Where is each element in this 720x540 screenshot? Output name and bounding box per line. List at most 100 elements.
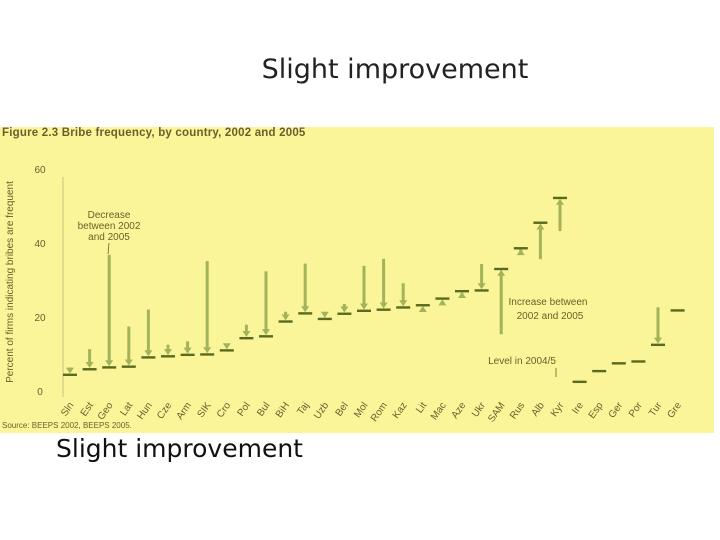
level-2005-BiH (278, 320, 293, 323)
x-tick-label-Tur: Tur (647, 400, 665, 419)
decrease-annotation: Decrease between 2002 and 2005 (78, 210, 141, 255)
level-2005-Aze (455, 289, 469, 293)
change-arrow-Alb (536, 223, 545, 230)
slide-title: Slight improvement (261, 54, 529, 85)
change-arrow-Hun (144, 350, 153, 357)
x-tick-label-Taj: Taj (295, 400, 311, 417)
change-arrow-Bel (340, 306, 349, 313)
change-arrow-Ukr (477, 283, 486, 290)
x-tick-label-Sln: Sln (59, 400, 76, 418)
level-2005-Kaz (396, 306, 411, 309)
level-2005-Pol (239, 336, 254, 340)
x-tick-label-Lat: Lat (118, 400, 135, 418)
level-2005-Cze (161, 355, 175, 358)
change-arrow-Sln (66, 367, 74, 374)
annotation-decrease-line2: between 2002 (78, 221, 141, 232)
x-tick-label-Mol: Mol (352, 400, 370, 420)
level-2005-Alb (533, 221, 548, 224)
slide-caption: Slight improvement (56, 434, 303, 463)
x-tick-label-Geo: Geo (96, 400, 116, 422)
level-2005-Est (82, 368, 97, 371)
y-tick-label-60: 60 (34, 165, 46, 176)
level-2005-Arm (180, 353, 195, 357)
level-2005-Lat (121, 365, 136, 368)
level-2005-Por (631, 360, 646, 363)
annotation-increase-line2: 2002 and 2005 (517, 311, 584, 322)
source-note: Source: BEEPS 2002, BEEPS 2005. (2, 421, 132, 430)
change-arrow-Est (85, 362, 94, 369)
change-arrow-Kaz (399, 300, 408, 307)
x-tick-label-Cze: Cze (155, 400, 174, 421)
x-tick-label-Arm: Arm (175, 400, 195, 421)
x-tick-label-SAM: SAM (486, 400, 507, 424)
level-2005-Uzb (317, 317, 332, 321)
change-arrow-SIK (203, 347, 212, 354)
x-tick-label-Lit: Lit (414, 400, 429, 415)
level-2005-Esp (592, 369, 607, 373)
annotation-increase-line1: Increase between (509, 297, 588, 308)
x-tick-label-Kaz: Kaz (391, 400, 410, 420)
change-arrow-Bul (262, 329, 270, 336)
x-tick-label-Alb: Alb (530, 400, 548, 419)
level-2005-Bul (259, 335, 273, 338)
x-tick-label-Uzb: Uzb (312, 400, 331, 421)
change-arrow-SAM (497, 269, 506, 276)
y-tick-label-0: 0 (37, 387, 43, 398)
chart-figure: Figure 2.3 Bribe frequency, by country, … (0, 127, 714, 433)
change-arrow-Mol (360, 303, 368, 310)
y-axis-label: Percent of firms indicating bribes are f… (5, 181, 16, 383)
x-tick-label-Esp: Esp (587, 400, 606, 421)
x-tick-label-Ire: Ire (570, 400, 586, 416)
level-2005-SIK (200, 353, 215, 356)
x-tick-label-Ger: Ger (607, 400, 626, 421)
level-2005-Taj (298, 312, 313, 315)
level-2005-SAM (494, 267, 509, 271)
change-arrow-Rus (516, 249, 525, 256)
change-arrow-BiH (281, 314, 290, 321)
level-2005-Bel (337, 312, 352, 315)
change-arrow-Rom (379, 302, 388, 309)
level-2005-Lit (415, 304, 430, 307)
y-tick-label-40: 40 (34, 239, 46, 250)
change-arrow-Lat (124, 359, 133, 366)
x-tick-label-Bel: Bel (334, 400, 351, 418)
change-arrow-Taj (301, 306, 310, 313)
figure-title: Figure 2.3 Bribe frequency, by country, … (2, 127, 306, 139)
level-2005-Ire (572, 380, 587, 384)
x-tick-label-Bul: Bul (255, 400, 272, 418)
level-2005-Ukr (474, 289, 489, 292)
level-2005-Sln (63, 373, 77, 377)
level-2005-Geo (102, 366, 117, 369)
x-tick-label-Pol: Pol (236, 400, 253, 418)
annotation-level: Level in 2004/5 (488, 356, 556, 367)
change-arrow-Lit (418, 306, 427, 313)
change-arrow-Cro (222, 343, 231, 350)
level-2005-Mol (357, 309, 371, 312)
x-tick-label-SIK: SIK (195, 400, 213, 420)
change-arrow-Geo (105, 360, 114, 367)
change-arrow-Mac (438, 299, 447, 306)
change-arrow-Uzb (320, 311, 329, 318)
level-2005-Gre (670, 309, 685, 312)
change-arrow-Cze (164, 349, 172, 356)
level-annotation: Level in 2004/5 (488, 356, 557, 377)
x-tick-label-Aze: Aze (450, 400, 469, 421)
x-tick-label-Por: Por (627, 400, 645, 420)
x-tick-label-Rom: Rom (369, 400, 390, 424)
change-arrow-Aze (458, 291, 466, 298)
level-2005-Rom (376, 308, 391, 311)
change-arrow-Tur (654, 337, 662, 344)
change-arrow-Arm (183, 347, 192, 354)
increase-annotation: Increase between 2002 and 2005 (509, 297, 588, 322)
y-tick-label-20: 20 (34, 313, 46, 324)
change-arrow-Kyr (556, 198, 564, 205)
x-tick-label-Hun: Hun (135, 400, 155, 421)
change-arrow-Pol (242, 330, 251, 337)
x-tick-label-BiH: BiH (274, 400, 292, 420)
annotation-decrease-line1: Decrease (88, 210, 131, 221)
level-2005-Rus (513, 247, 528, 250)
bribe-chart: Percent of firms indicating bribes are f… (5, 165, 685, 424)
level-2005-Tur (651, 343, 665, 347)
level-2005-Hun (141, 356, 156, 359)
annotation-decrease-line3: and 2005 (88, 232, 130, 243)
